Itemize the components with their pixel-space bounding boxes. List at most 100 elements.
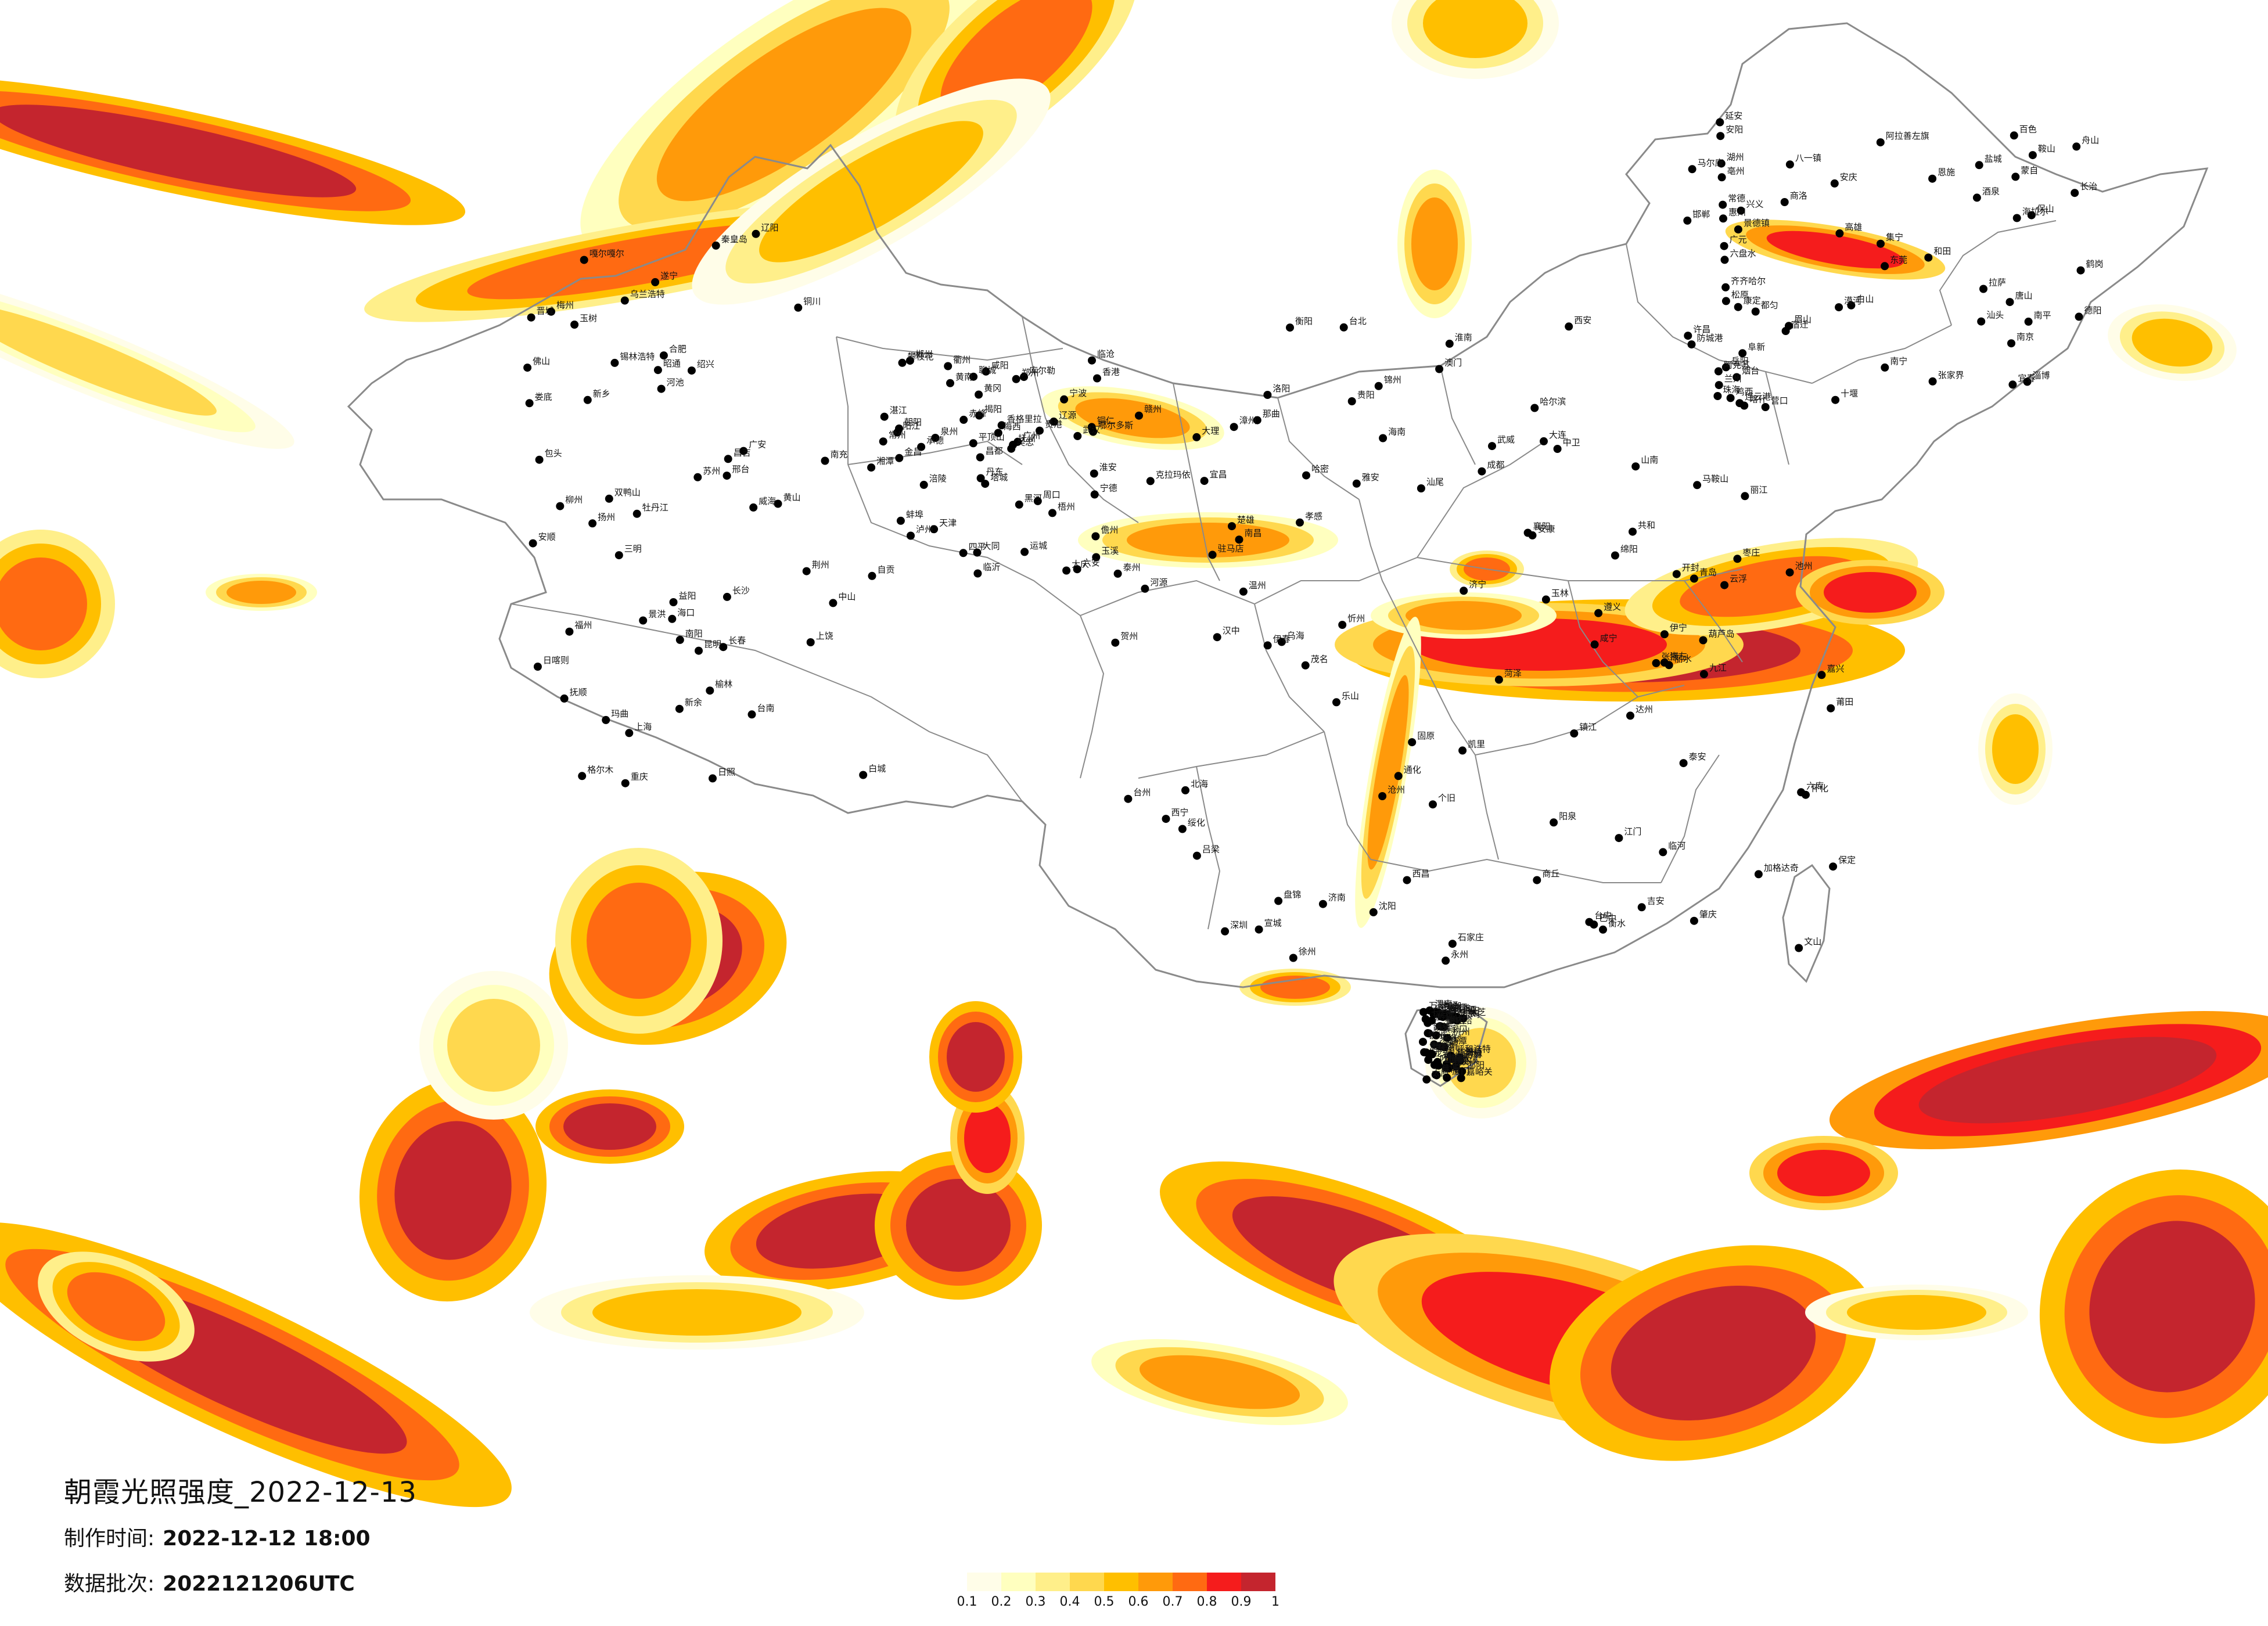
city-label: 绥化	[1188, 818, 1205, 828]
city-dot	[1277, 638, 1286, 646]
city-label: 邵阳	[1467, 1060, 1485, 1070]
city-dot	[821, 456, 829, 465]
city-label: 扬州	[598, 512, 615, 522]
city-label: 齐齐哈尔	[1731, 276, 1766, 286]
city-label: 林芝	[1468, 1007, 1486, 1017]
city-dot	[1494, 675, 1503, 684]
city-label: 库尔勒	[1029, 365, 1055, 376]
city-label: 白城	[868, 764, 886, 774]
taiwan-outline	[1782, 864, 1831, 983]
city-label: 平顶山	[979, 431, 1005, 442]
city-label: 凯里	[1468, 739, 1485, 749]
city-label: 松原	[1731, 289, 1749, 300]
city-dot	[1451, 1062, 1460, 1071]
city-dot	[1690, 574, 1698, 583]
city-label: 揭阳	[984, 404, 1002, 415]
city-label: 郴州	[915, 349, 933, 359]
city-label: 宁德	[1100, 483, 1117, 494]
city-dot	[1733, 555, 1742, 563]
city-label: 阿拉善左旗	[1886, 131, 1929, 141]
city-label: 辽阳	[761, 222, 779, 233]
city-label: 榆林	[715, 679, 732, 689]
city-label: 内江	[1449, 1016, 1467, 1026]
city-dot	[1091, 532, 1100, 541]
city-dot	[1817, 671, 1826, 679]
city-label: 三亚	[1460, 1005, 1477, 1015]
city-dot	[1754, 870, 1763, 879]
city-dot	[2075, 312, 2083, 321]
city-dot	[1213, 633, 1221, 642]
glow-patch	[759, 121, 983, 262]
city-dot	[1092, 553, 1101, 562]
city-dot	[639, 616, 648, 625]
city-label: 龙岩	[1433, 1048, 1451, 1059]
city-label: 温州	[1249, 580, 1266, 591]
city-dot	[994, 429, 1002, 437]
city-dot	[583, 395, 592, 404]
city-label: 大庆	[1072, 559, 1089, 570]
city-label: 景德镇	[1744, 218, 1770, 228]
city-dot	[1713, 392, 1722, 400]
city-label: 台南	[757, 703, 775, 713]
city-label: 葫芦岛	[1709, 629, 1735, 639]
city-dot	[1715, 381, 1723, 390]
city-label: 格尔木	[587, 764, 613, 775]
city-dot	[570, 321, 579, 329]
city-dot	[973, 548, 982, 557]
city-label: 临沂	[983, 562, 1000, 573]
city-dot	[1979, 285, 1987, 293]
city-label: 邯郸	[1692, 209, 1710, 220]
city-label: 福州	[574, 620, 592, 631]
city-label: 潍坊	[1465, 1046, 1482, 1056]
city-label: 上饶	[816, 631, 833, 641]
city-dot	[969, 372, 978, 381]
city-label: 黄山	[783, 492, 801, 503]
city-dot	[695, 646, 703, 655]
legend-swatch	[1138, 1573, 1173, 1591]
city-dot	[1599, 925, 1607, 934]
glow-patch	[964, 1103, 1011, 1173]
city-label: 阳江	[903, 421, 920, 431]
city-label: 集宁	[1886, 232, 1903, 243]
glow-patch	[1075, 398, 1190, 438]
city-label: 阜阳	[1437, 1042, 1455, 1053]
city-label: 昌都	[986, 446, 1003, 456]
city-label: 贺州	[1120, 631, 1138, 642]
city-dot	[1379, 434, 1388, 443]
city-dot	[973, 569, 982, 578]
glow-patch	[0, 105, 357, 197]
city-dot	[1570, 729, 1579, 738]
city-label: 百色	[2019, 124, 2037, 134]
legend-swatch	[1036, 1573, 1070, 1591]
city-label: 舟山	[2082, 135, 2099, 145]
city-label: 玉林	[1551, 588, 1569, 598]
city-label: 九江	[1709, 663, 1727, 673]
city-label: 山南	[1641, 455, 1658, 465]
city-dot	[1611, 551, 1619, 560]
city-dot	[1253, 416, 1261, 425]
city-dot	[931, 434, 940, 442]
city-label: 安庆	[1840, 172, 1857, 182]
city-label: 通辽	[1433, 1012, 1450, 1022]
city-label: 防城港	[1697, 333, 1723, 343]
city-dot	[1013, 437, 1022, 446]
city-label: 铜川	[803, 296, 821, 307]
city-label: 银川	[1447, 1015, 1465, 1026]
city-dot	[1699, 670, 1708, 678]
city-dot	[1726, 394, 1735, 402]
city-label: 玉溪	[1101, 546, 1119, 556]
city-label: 惠州	[1728, 207, 1746, 217]
city-label: 台州	[1133, 787, 1151, 798]
city-dot	[896, 516, 905, 525]
city-label: 乌兰浩特	[630, 289, 665, 300]
city-dot	[1615, 834, 1623, 843]
city-dot	[1378, 792, 1387, 800]
city-dot	[946, 379, 954, 387]
city-label: 宿迁	[1791, 319, 1809, 330]
city-label: 济宁	[1469, 579, 1486, 589]
city-label: 连云港	[1745, 391, 1771, 402]
city-label: 吐鲁番	[1440, 1053, 1466, 1064]
city-dot	[1488, 442, 1496, 451]
city-label: 汉中	[1223, 625, 1240, 636]
